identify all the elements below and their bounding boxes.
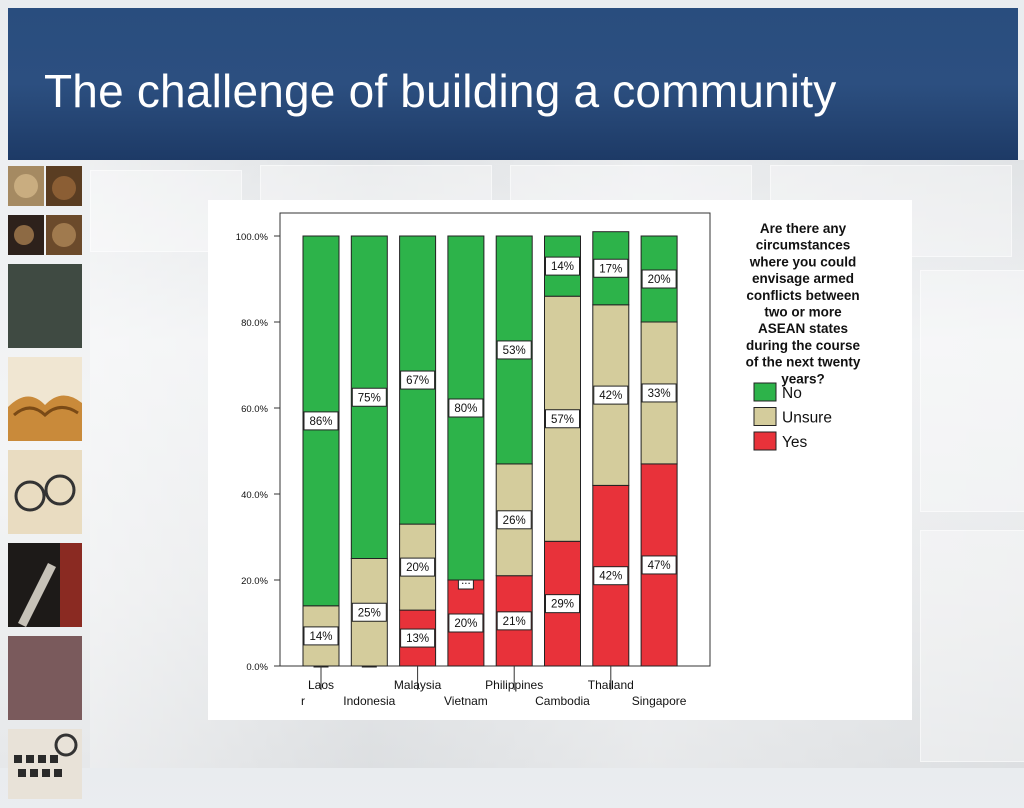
data-label-box (545, 409, 580, 429)
legend-label-yes: Yes (782, 434, 808, 451)
data-label-malaysia-unsure: 20% (406, 562, 429, 574)
data-label-cambodia-unsure: 57% (551, 414, 574, 426)
legend-swatch-no (753, 382, 777, 402)
data-label-box (496, 611, 532, 631)
x-tick-label-thailand: Thailand (588, 678, 634, 692)
coins-icon (8, 166, 82, 206)
data-label-box (351, 602, 387, 622)
x-tick-label-indonesia: Indonesia (343, 694, 395, 708)
open-book-icon (8, 357, 82, 441)
x-tick-label-clipped: r (301, 694, 305, 708)
pen-nib-icon (8, 543, 82, 627)
data-label-box (448, 398, 484, 418)
coins-icon (8, 215, 82, 255)
keyboard-icon (8, 729, 82, 799)
data-label-vietnam-no: 80% (454, 403, 477, 415)
data-label-box (448, 613, 484, 633)
legend-swatch-yes (753, 431, 777, 451)
mauve-swatch-icon (8, 636, 82, 720)
data-label-box (400, 628, 436, 648)
data-label-singapore-unsure: 33% (648, 388, 671, 400)
legend-label-no: No (782, 385, 802, 402)
y-tick-label: 60.0% (241, 404, 268, 415)
data-label-vietnam-yes: 20% (454, 618, 477, 630)
x-tick-label-singapore: Singapore (632, 694, 687, 708)
data-label-thailand-no: 17% (599, 263, 622, 275)
legend-title-line: envisage armed (752, 271, 854, 286)
data-label-box (351, 387, 387, 407)
data-label-box (641, 383, 677, 403)
legend-swatch-unsure (753, 407, 777, 426)
data-label-laos-unsure: 14% (309, 631, 332, 643)
data-label-box (593, 566, 629, 586)
eyeglasses-icon (8, 450, 82, 534)
data-label-philippines-yes: 21% (503, 616, 526, 628)
data-label-philippines-unsure: 26% (503, 515, 526, 527)
legend-title-line: two or more (764, 305, 842, 320)
data-label-indonesia-no: 75% (358, 392, 381, 404)
plot-area: 14% 86% 25% 75% 13% 20% 67% 20%... 80% 21% 26% 53% 2… (279, 212, 711, 668)
y-tick-label: 40.0% (241, 490, 268, 501)
data-label-box (496, 340, 532, 360)
data-label-malaysia-no: 67% (406, 375, 429, 387)
chalkboard-icon (8, 264, 82, 348)
x-tick-label-philippines: Philippines (485, 678, 543, 692)
data-label-box (593, 385, 629, 405)
x-tick-label-malaysia: Malaysia (394, 678, 442, 692)
y-tick-label: 80.0% (241, 318, 268, 329)
data-label-laos-no: 86% (309, 416, 332, 428)
data-label-box (303, 411, 339, 431)
data-label-malaysia-yes: 13% (406, 633, 429, 645)
decorative-thumbnail-column (8, 166, 82, 808)
title-bar: The challenge of building a community (8, 8, 1018, 160)
legend-title-line: of the next twenty (746, 355, 861, 370)
data-label-box (641, 269, 677, 289)
data-label-box (303, 626, 339, 646)
legend-title-line: years? (781, 371, 825, 386)
data-label-thailand-unsure: 42% (599, 390, 622, 402)
x-tick-label-vietnam: Vietnam (444, 694, 488, 708)
data-label-philippines-no: 53% (503, 345, 526, 357)
stacked-bar-chart: 14% 86% 25% 75% 13% 20% 67% 20%... 80% 21% 26% 53% 2… (236, 212, 861, 708)
legend-title-line: where you could (749, 254, 857, 269)
data-label-thailand-yes: 42% (599, 571, 622, 583)
legend-title-line: conflicts between (746, 288, 859, 303)
y-tick-label: 20.0% (241, 576, 268, 587)
data-label-vietnam-unsure: ... (461, 575, 471, 587)
data-label-cambodia-yes: 29% (551, 599, 574, 611)
data-label-indonesia-unsure: 25% (358, 607, 381, 619)
data-label-box (641, 555, 677, 575)
data-label-box (545, 594, 580, 614)
data-label-singapore-no: 20% (648, 274, 671, 286)
y-tick-label: 100.0% (236, 232, 269, 243)
x-tick-label-laos: Laos (308, 678, 334, 692)
slide-title: The challenge of building a community (44, 65, 837, 117)
chart-panel: 14% 86% 25% 75% 13% 20% 67% 20%... 80% 21% 26% 53% 2… (208, 200, 912, 720)
data-label-box (496, 510, 532, 530)
data-label-box (400, 370, 436, 390)
y-axis: 0.0% 20.0% 40.0% 60.0% 80.0% 100.0% (236, 232, 280, 673)
x-tick-label-cambodia: Cambodia (535, 694, 590, 708)
data-label-box (593, 258, 629, 278)
data-label-singapore-yes: 47% (648, 560, 671, 572)
y-tick-label: 0.0% (246, 662, 268, 673)
data-label-cambodia-no: 14% (551, 261, 574, 273)
legend-title-line: circumstances (756, 238, 851, 253)
legend-title-line: Are there any (760, 221, 847, 236)
legend-title-line: during the course (746, 338, 861, 353)
legend-title-line: ASEAN states (758, 321, 848, 336)
legend-label-unsure: Unsure (782, 410, 832, 427)
data-label-box (400, 557, 436, 577)
data-label-box (545, 256, 580, 276)
